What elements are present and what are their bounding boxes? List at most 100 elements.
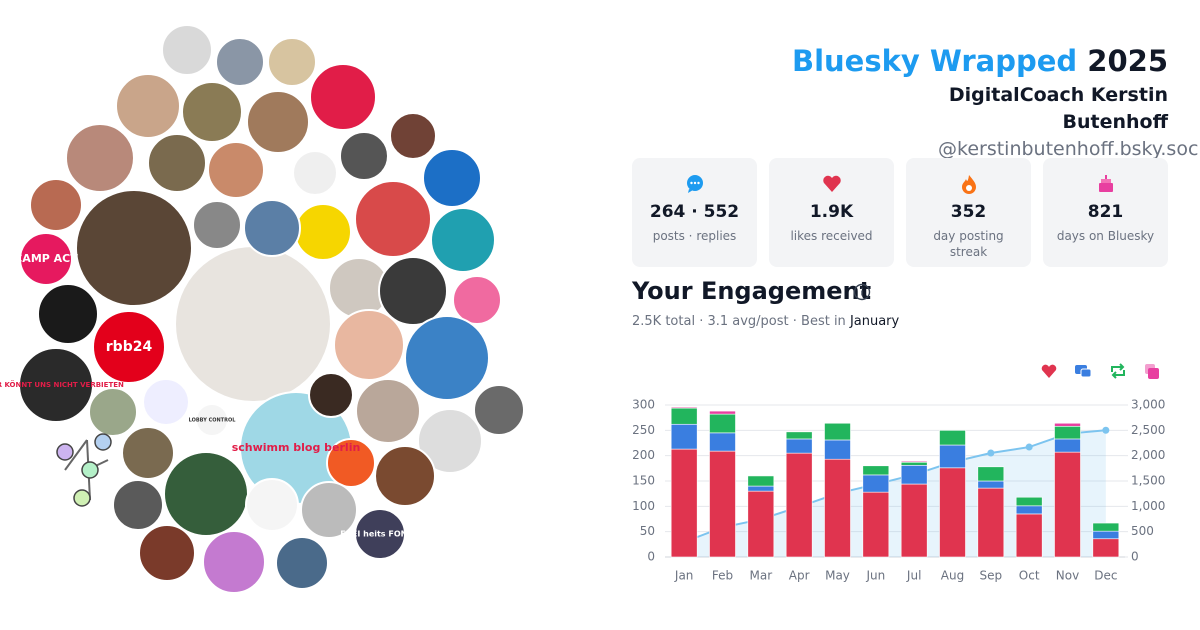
info-icon[interactable]: [853, 283, 871, 301]
bar-segment: [1054, 425, 1081, 440]
line-point: [987, 449, 995, 457]
avatar: [88, 387, 138, 437]
bar-segment: [900, 460, 928, 463]
bar-segment: [709, 450, 736, 558]
avatar: [142, 378, 190, 426]
avatar: [37, 283, 99, 345]
y-tick-label: 50: [640, 524, 655, 538]
bar-segment: [670, 448, 698, 558]
bar-segment: [1092, 530, 1120, 540]
avatar: [215, 37, 265, 87]
bar-segment: [1015, 496, 1043, 507]
stat-card: 1.9K likes received: [769, 158, 894, 267]
bar-segment: [900, 483, 928, 558]
legend-icon: [1080, 368, 1092, 378]
bar-segment: [862, 474, 890, 493]
bar-segment: [977, 480, 1005, 489]
stat-label: day posting streak: [933, 229, 1004, 259]
title: Bluesky Wrapped 2025: [792, 44, 1168, 78]
avatar: [292, 150, 338, 196]
avatar: [181, 81, 243, 143]
bar-segment: [939, 430, 966, 446]
display-name: DigitalCoach Kerstin Butenhoff: [948, 84, 1168, 133]
avatar: [308, 372, 354, 418]
x-tick-label: Feb: [712, 569, 733, 583]
handle: @kerstinbutenhoff.bsky.social: [938, 138, 1200, 160]
x-tick-label: Apr: [789, 569, 810, 583]
avatar: [202, 530, 266, 594]
x-tick-label: Mar: [750, 569, 773, 583]
avatar: [65, 123, 135, 193]
summary-text: 2.5K total · 3.1 avg/post · Best in: [632, 314, 846, 329]
y2-tick-label: 2,500: [1131, 423, 1165, 437]
bar-segment: [709, 432, 736, 452]
stat-card: 352 day posting streak: [906, 158, 1031, 267]
network-node: [56, 443, 74, 461]
y-tick-label: 250: [632, 423, 655, 437]
network-node: [73, 489, 91, 507]
y2-tick-label: 1,500: [1131, 474, 1165, 488]
stat-label: days on Bluesky: [1056, 229, 1155, 243]
avatar: [355, 378, 421, 444]
avatar: [147, 133, 207, 193]
x-tick-label: Sep: [980, 569, 1003, 583]
y2-tick-label: 500: [1131, 524, 1154, 538]
y2-tick-label: 2,000: [1131, 448, 1165, 462]
stat-card: 821 days on Bluesky: [1043, 158, 1168, 267]
avatar: [29, 178, 83, 232]
bar-segment: [670, 406, 698, 409]
stat-value: 352: [950, 202, 987, 222]
x-tick-label: Dec: [1094, 569, 1117, 583]
avatar: [18, 347, 94, 423]
avatar: [243, 199, 301, 257]
avatar: [326, 438, 376, 488]
stat-value: 264 · 552: [649, 202, 740, 222]
y2-tick-label: 3,000: [1131, 398, 1165, 412]
avatar: [245, 478, 299, 532]
avatar: [75, 189, 193, 307]
bar-segment: [939, 467, 966, 558]
x-tick-label: Oct: [1019, 569, 1040, 583]
bar-segment: [1054, 438, 1081, 453]
y-tick-label: 150: [632, 474, 655, 488]
icon: [686, 175, 703, 193]
avatar: [389, 112, 437, 160]
line-area: [684, 430, 1106, 557]
y-tick-label: 300: [632, 398, 655, 412]
bar-segment: [785, 452, 813, 558]
bar-segment: [977, 487, 1005, 558]
bar-segment: [862, 491, 890, 558]
x-tick-label: Jun: [865, 569, 885, 583]
avatar: [333, 309, 405, 381]
avatar: [422, 148, 482, 208]
network-node: [81, 461, 99, 479]
stat-label: likes received: [790, 229, 873, 243]
bar-segment: [670, 423, 698, 450]
stat-value: 1.9K: [809, 202, 854, 222]
legend-icon: [1148, 368, 1159, 379]
bar-segment: [709, 410, 736, 415]
best-month: January: [849, 314, 900, 329]
bar-segment: [1054, 422, 1081, 427]
bubble-label: schwimm blog berlin: [232, 441, 361, 454]
avatar: [354, 180, 432, 258]
icon: [961, 175, 976, 194]
avatar: [374, 445, 436, 507]
x-tick-label: May: [825, 569, 850, 583]
bar-segment: [785, 431, 813, 440]
avatar: [404, 315, 490, 401]
avatar: [339, 131, 389, 181]
legend-icon: [1041, 364, 1057, 378]
x-tick-label: Jan: [674, 569, 694, 583]
y-tick-label: 100: [632, 499, 655, 513]
bar-segment: [939, 444, 966, 469]
avatar: [207, 141, 265, 199]
bar-segment: [1015, 505, 1043, 515]
avatar: [246, 90, 310, 154]
bar-segment: [977, 466, 1005, 482]
avatar: [275, 536, 329, 590]
bubble-label: CAMP ACT: [14, 252, 78, 265]
